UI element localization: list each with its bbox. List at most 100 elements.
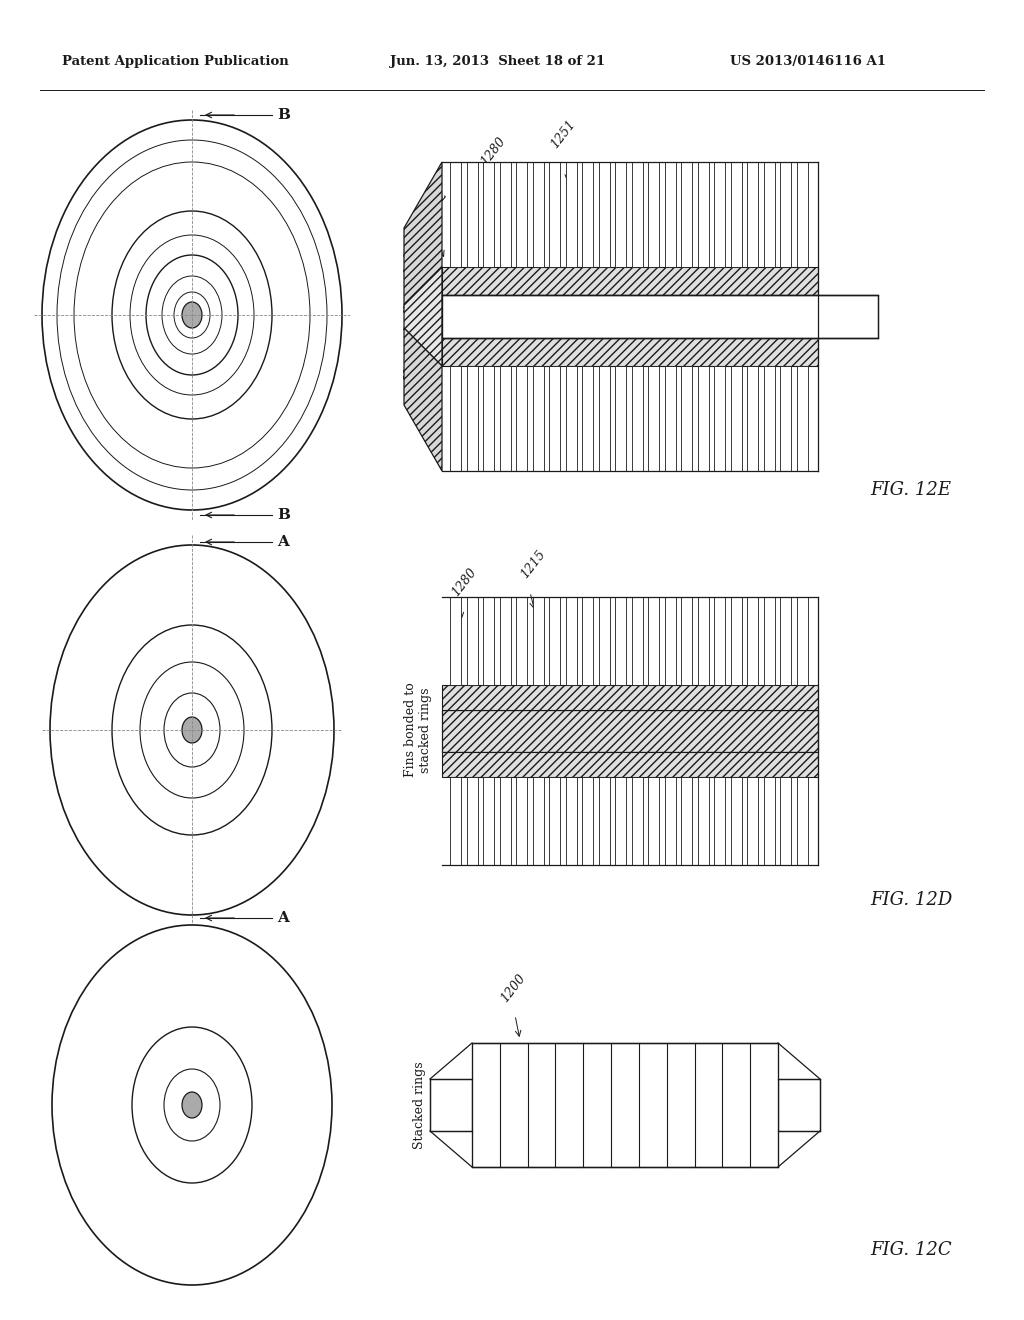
Bar [730, 777, 741, 865]
Ellipse shape [182, 1092, 202, 1118]
Bar [442, 338, 818, 366]
Bar [714, 597, 725, 685]
Bar [565, 162, 577, 267]
Bar [516, 597, 527, 685]
Bar [746, 366, 758, 471]
Bar [615, 597, 626, 685]
Bar [730, 366, 741, 471]
Bar [467, 366, 477, 471]
Bar [483, 162, 494, 267]
Bar [797, 366, 808, 471]
Bar [797, 162, 808, 267]
Bar [532, 162, 544, 267]
Bar [598, 777, 609, 865]
Bar [632, 597, 642, 685]
Ellipse shape [112, 211, 272, 418]
Ellipse shape [130, 235, 254, 395]
Bar [697, 777, 709, 865]
Bar [500, 597, 511, 685]
Bar [442, 685, 818, 710]
Bar [797, 777, 808, 865]
Bar [746, 162, 758, 267]
Bar [665, 777, 676, 865]
Bar [500, 777, 511, 865]
Text: Hermetically sealed
cartridge: Hermetically sealed cartridge [404, 252, 432, 379]
Bar [450, 366, 461, 471]
Bar [532, 597, 544, 685]
Bar [697, 597, 709, 685]
Bar [764, 162, 774, 267]
Bar [442, 267, 818, 294]
Bar [730, 162, 741, 267]
Bar [714, 162, 725, 267]
Text: 1280: 1280 [478, 135, 508, 168]
Bar [582, 777, 593, 865]
Polygon shape [404, 327, 442, 471]
Ellipse shape [132, 1027, 252, 1183]
Ellipse shape [74, 162, 310, 469]
Bar [450, 162, 461, 267]
Bar [500, 366, 511, 471]
Bar [632, 366, 642, 471]
Bar [697, 366, 709, 471]
Ellipse shape [140, 663, 244, 799]
Bar [648, 777, 659, 865]
Bar [549, 366, 560, 471]
Bar [472, 1043, 778, 1167]
Bar [648, 162, 659, 267]
Bar [780, 597, 791, 685]
Ellipse shape [164, 1069, 220, 1140]
Bar [632, 162, 642, 267]
Bar [746, 597, 758, 685]
Bar [549, 777, 560, 865]
Polygon shape [404, 267, 442, 366]
Bar [500, 162, 511, 267]
Bar [516, 777, 527, 865]
Bar [615, 777, 626, 865]
Bar [450, 777, 461, 865]
Ellipse shape [50, 545, 334, 915]
Bar [665, 162, 676, 267]
Bar [516, 162, 527, 267]
Bar [780, 366, 791, 471]
Bar [582, 162, 593, 267]
Bar [598, 597, 609, 685]
Bar [681, 366, 692, 471]
Bar [746, 777, 758, 865]
Bar [780, 162, 791, 267]
Bar [467, 777, 477, 865]
Text: 1200: 1200 [498, 972, 528, 1005]
Bar [665, 366, 676, 471]
Ellipse shape [57, 140, 327, 490]
Bar [681, 597, 692, 685]
Ellipse shape [162, 276, 222, 354]
Bar [648, 597, 659, 685]
Text: Jun. 13, 2013  Sheet 18 of 21: Jun. 13, 2013 Sheet 18 of 21 [390, 55, 605, 69]
Bar [549, 597, 560, 685]
Bar [764, 597, 774, 685]
Bar [730, 597, 741, 685]
Bar [442, 294, 878, 338]
Text: Patent Application Publication: Patent Application Publication [62, 55, 289, 69]
Ellipse shape [112, 624, 272, 836]
Bar [681, 162, 692, 267]
Bar [632, 777, 642, 865]
Text: Fins bonded to
stacked rings: Fins bonded to stacked rings [404, 682, 432, 777]
Text: 1215: 1215 [518, 548, 548, 581]
Bar [697, 162, 709, 267]
Bar [565, 366, 577, 471]
Text: B: B [278, 508, 290, 521]
Text: A: A [278, 535, 289, 549]
Bar [532, 366, 544, 471]
Bar [430, 1078, 472, 1131]
Bar [780, 777, 791, 865]
Bar [565, 777, 577, 865]
Text: 1251: 1251 [548, 117, 578, 150]
Bar [442, 710, 818, 752]
Bar [665, 597, 676, 685]
Bar [582, 366, 593, 471]
Ellipse shape [182, 302, 202, 327]
Bar [714, 777, 725, 865]
Text: FIG. 12E: FIG. 12E [870, 480, 951, 499]
Bar [516, 366, 527, 471]
